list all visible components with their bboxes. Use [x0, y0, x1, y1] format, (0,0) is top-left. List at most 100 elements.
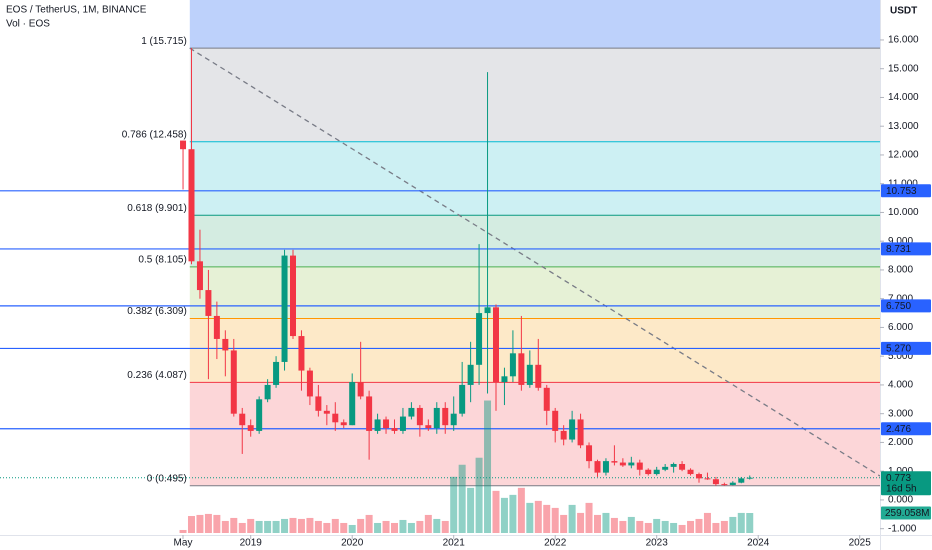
hline-price-tag-bg: [881, 299, 931, 313]
volume-bar: [272, 520, 280, 533]
volume-bar: [407, 522, 415, 533]
fib-level-label: 0 (0.495): [147, 473, 187, 484]
candle-body: [645, 469, 652, 475]
x-tick-label: 2019: [240, 538, 263, 549]
volume-tag: 259.058M: [885, 508, 929, 519]
volume-bar: [653, 518, 661, 533]
fib-zone: [189, 48, 880, 142]
candle-body: [281, 255, 288, 362]
hline-price-tag-bg: [881, 341, 931, 355]
volume-bar: [670, 522, 678, 533]
candle-body: [518, 353, 525, 385]
volume-bar: [289, 517, 297, 533]
y-tick-label: 14.000: [888, 92, 919, 103]
y-tick-label: -1.000: [888, 523, 917, 534]
x-tick-label: 2023: [646, 538, 669, 549]
candle-body: [450, 413, 457, 426]
hline-price-tag-bg: [881, 184, 931, 198]
volume-bar: [475, 457, 483, 533]
y-tick-label: 4.000: [888, 380, 913, 391]
fib-level-label: 1 (15.715): [141, 36, 187, 47]
volume-bar: [602, 512, 610, 533]
volume-bar: [331, 518, 339, 533]
hline-price-tag: 6.750: [886, 301, 911, 312]
volume-bar: [441, 520, 449, 533]
volume-bar: [560, 514, 568, 533]
x-tick-label: May: [174, 538, 193, 549]
candle-body: [332, 413, 339, 423]
y-tick-label: 12.000: [888, 150, 919, 161]
currency-label: USDT: [890, 6, 917, 17]
volume-bar: [509, 494, 517, 533]
volume-title: Vol · EOS: [6, 19, 50, 30]
x-tick-label: 2020: [341, 538, 364, 549]
candle-body: [340, 422, 347, 426]
x-tick-label: 2021: [443, 538, 466, 549]
fib-zone: [189, 266, 880, 319]
candle-body: [222, 338, 229, 351]
volume-bar: [661, 520, 669, 533]
y-tick-label: 7.000: [888, 293, 913, 304]
candle-body: [509, 353, 516, 377]
candle-body: [433, 407, 440, 429]
candle-body: [399, 416, 406, 431]
candle-body: [408, 407, 415, 417]
volume-bar: [534, 500, 542, 533]
hline-price-tag: 8.731: [886, 244, 911, 255]
candle-body: [289, 255, 296, 337]
volume-bar: [687, 520, 695, 533]
candle-body: [653, 469, 660, 475]
fib-zone: [189, 215, 880, 267]
volume-bar: [526, 502, 534, 533]
y-tick-label: 13.000: [888, 121, 919, 132]
y-tick-label: 3.000: [888, 408, 913, 419]
candle-body: [357, 382, 364, 397]
candle-body: [298, 336, 305, 371]
volume-bar: [314, 520, 322, 533]
volume-bar: [374, 522, 382, 533]
fib-zone: [189, 318, 880, 383]
last-price-tag-bg: [881, 471, 931, 496]
candle-body: [695, 474, 702, 479]
volume-bar: [306, 517, 314, 533]
candle-body: [662, 466, 669, 470]
volume-bar: [281, 518, 289, 533]
candle-body: [230, 350, 237, 414]
volume-bar: [712, 522, 720, 533]
candle-body: [594, 461, 601, 473]
candle-body: [526, 364, 533, 385]
candle-body: [459, 384, 466, 414]
fib-level-label: 0.5 (8.105): [138, 255, 186, 266]
x-tick-label: 2022: [544, 538, 567, 549]
candle-body: [611, 461, 618, 463]
volume-bar: [297, 518, 305, 533]
volume-bar: [678, 524, 686, 533]
y-tick-label: 10.000: [888, 207, 919, 218]
candle-body: [704, 478, 711, 480]
volume-bar: [729, 516, 737, 533]
volume-bar: [492, 490, 500, 533]
plot-area: 0 (0.495) 0.236 (4.087) 0.382 (6.309) 0.5 (…: [0, 0, 881, 533]
y-tick-label: 2.000: [888, 437, 913, 448]
candle-body: [467, 364, 474, 385]
y-tick-label: 5.000: [888, 351, 913, 362]
candle-body: [366, 396, 373, 431]
volume-bar: [593, 514, 601, 533]
fib-zone: [189, 141, 880, 216]
volume-bar: [585, 502, 593, 533]
candle-body: [180, 140, 187, 150]
candle-body: [636, 462, 643, 470]
volume-bar: [746, 513, 754, 533]
candle-body: [306, 370, 313, 397]
fib-level-label: 0.236 (4.087): [127, 370, 187, 381]
candle-body: [619, 462, 626, 466]
fib-level-label: 0.382 (6.309): [127, 306, 187, 317]
y-tick-label: 6.000: [888, 322, 913, 333]
candle-body: [670, 463, 677, 467]
candle-body: [391, 428, 398, 431]
y-tick-label: 11.000: [888, 178, 918, 189]
volume-bar: [390, 522, 398, 533]
candle-body: [602, 461, 609, 473]
candle-body: [256, 399, 263, 431]
volume-bar: [720, 520, 728, 533]
